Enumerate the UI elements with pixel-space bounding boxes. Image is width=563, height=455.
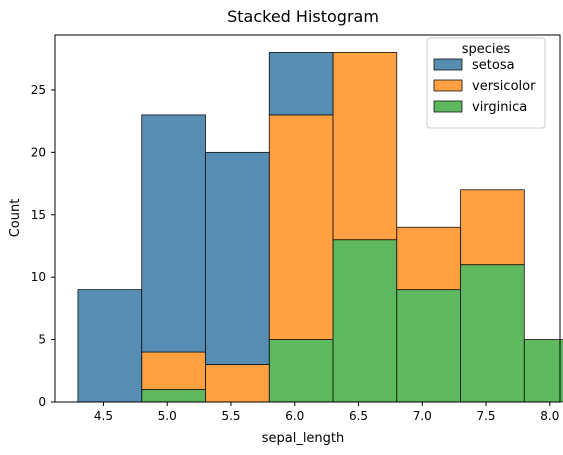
legend-label-setosa: setosa: [472, 58, 515, 73]
bar-versicolor-bin-6: [460, 189, 525, 266]
bar-setosa-bin-2: [205, 151, 270, 365]
bar-versicolor-bin-5: [396, 226, 461, 291]
bar-setosa-bin-3: [268, 52, 334, 116]
x-tick-label-7.5: 7.5: [476, 409, 495, 423]
x-tick-label-8.0: 8.0: [540, 409, 559, 423]
legend-swatch-setosa: [433, 58, 463, 71]
y-tick-label-25: 25: [31, 83, 46, 97]
legend-title: species: [462, 42, 511, 57]
legend: species setosa versicolor virginica: [426, 37, 546, 129]
x-tick-label-5.5: 5.5: [221, 409, 240, 423]
plot-area: [77, 52, 563, 403]
legend-label-versicolor: versicolor: [472, 79, 536, 94]
bar-setosa-bin-0: [77, 289, 143, 403]
bar-virginica-bin-6: [460, 264, 525, 403]
y-tick-label-15: 15: [31, 208, 46, 222]
x-tick-label-4.5: 4.5: [94, 409, 113, 423]
x-axis-ticks: 4.5 5.0 5.5 6.0 6.5 7.0 7.5 8.0: [94, 402, 559, 423]
bar-virginica-bin-1: [141, 389, 206, 403]
y-tick-label-5: 5: [38, 333, 46, 347]
chart-title: Stacked Histogram: [227, 7, 379, 26]
y-tick-label-0: 0: [38, 395, 46, 409]
x-tick-label-6.5: 6.5: [349, 409, 368, 423]
legend-swatch-versicolor: [433, 79, 463, 92]
legend-label-virginica: virginica: [472, 100, 527, 115]
bar-virginica-bin-7: [523, 339, 563, 403]
bar-versicolor-bin-4: [332, 52, 398, 241]
bar-virginica-bin-3: [268, 339, 334, 403]
bar-versicolor-bin-2: [205, 364, 270, 403]
y-tick-label-20: 20: [31, 145, 46, 159]
y-axis-ticks: 0 5 10 15 20 25: [31, 83, 55, 409]
bar-virginica-bin-5: [396, 289, 461, 403]
x-tick-label-7.0: 7.0: [413, 409, 432, 423]
legend-items: setosa versicolor virginica: [433, 58, 536, 115]
y-tick-label-10: 10: [31, 270, 46, 284]
x-axis-label: sepal_length: [262, 431, 345, 446]
y-axis-label: Count: [8, 199, 23, 238]
bar-versicolor-bin-1: [141, 351, 206, 390]
x-tick-label-5.0: 5.0: [158, 409, 177, 423]
bar-virginica-bin-4: [332, 239, 398, 403]
x-tick-label-6.0: 6.0: [285, 409, 304, 423]
axes-frame: [54, 34, 561, 403]
legend-swatch-virginica: [433, 100, 463, 113]
bar-setosa-bin-1: [141, 114, 206, 353]
bar-versicolor-bin-3: [268, 114, 334, 340]
